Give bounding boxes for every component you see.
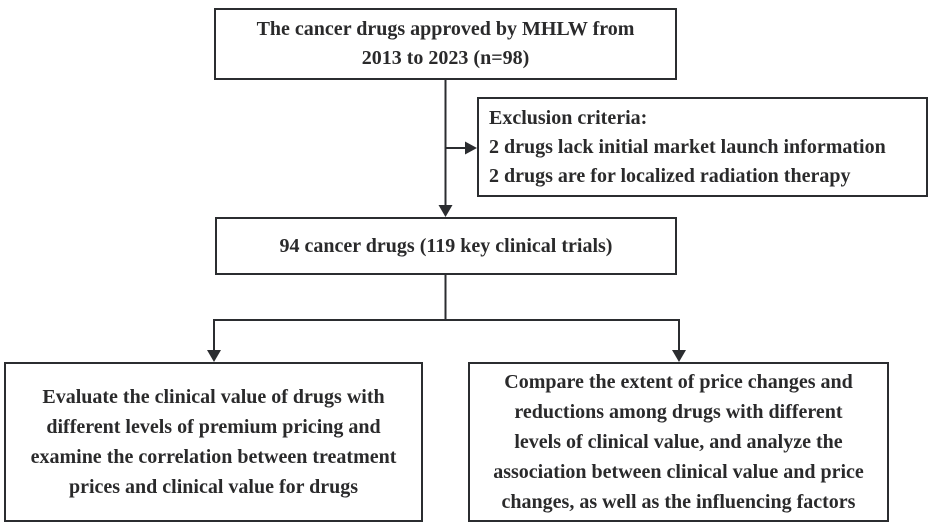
box-objective-price-changes: Compare the extent of price changes and …	[468, 362, 889, 522]
objective-price-changes-text: Compare the extent of price changes and …	[493, 371, 864, 513]
arrow-top-to-middle	[438, 80, 453, 217]
box-approved-drugs: The cancer drugs approved by MHLW from 2…	[214, 8, 677, 80]
box-exclusion-criteria: Exclusion criteria: 2 drugs lack initial…	[477, 97, 928, 197]
arrow-branch-to-bottom-right	[672, 319, 686, 362]
arrow-branch-to-bottom-left	[207, 319, 221, 362]
exclusion-criteria-text: Exclusion criteria: 2 drugs lack initial…	[489, 106, 886, 187]
line-middle-to-branch	[214, 275, 679, 321]
approved-drugs-text: The cancer drugs approved by MHLW from 2…	[256, 18, 635, 69]
arrow-to-exclusion	[445, 141, 477, 155]
box-objective-clinical-value: Evaluate the clinical value of drugs wit…	[4, 362, 423, 522]
included-drugs-text: 94 cancer drugs (119 key clinical trials…	[279, 234, 613, 257]
objective-clinical-value-text: Evaluate the clinical value of drugs wit…	[30, 386, 397, 498]
box-included-drugs: 94 cancer drugs (119 key clinical trials…	[215, 217, 677, 275]
